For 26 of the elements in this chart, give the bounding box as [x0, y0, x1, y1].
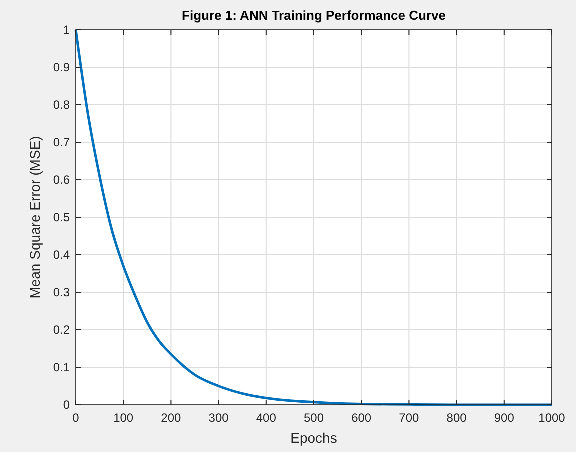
y-tick-label: 0.4 — [53, 248, 70, 262]
x-tick-label: 900 — [494, 411, 515, 425]
y-tick-label: 0.1 — [53, 360, 70, 374]
chart-title: Figure 1: ANN Training Performance Curve — [182, 8, 446, 23]
y-tick-label: 0.8 — [53, 98, 70, 112]
y-axis-title: Mean Square Error (MSE) — [27, 136, 43, 299]
x-tick-label: 400 — [256, 411, 277, 425]
x-tick-label: 700 — [399, 411, 420, 425]
x-tick-label: 200 — [161, 411, 182, 425]
x-tick-label: 300 — [208, 411, 230, 425]
y-tick-label: 0.9 — [53, 60, 70, 74]
y-tick-label: 0.2 — [53, 323, 70, 337]
y-tick-label: 0 — [63, 398, 70, 412]
x-tick-label: 100 — [114, 411, 134, 425]
x-axis-title: Epochs — [290, 430, 338, 446]
line-series — [74, 28, 554, 406]
y-tick-label: 0.7 — [53, 136, 70, 150]
y-tick-label: 0.6 — [53, 173, 70, 187]
x-tick-label: 800 — [446, 411, 468, 425]
x-tick-label: 0 — [72, 411, 80, 425]
y-tick-label: 0.3 — [53, 286, 70, 300]
x-tick-label: 500 — [304, 411, 324, 425]
x-tick-label: 1000 — [538, 411, 566, 425]
x-tick-label: 600 — [352, 411, 372, 425]
y-tick-label: 1 — [63, 23, 70, 37]
y-tick-label: 0.5 — [53, 210, 70, 224]
